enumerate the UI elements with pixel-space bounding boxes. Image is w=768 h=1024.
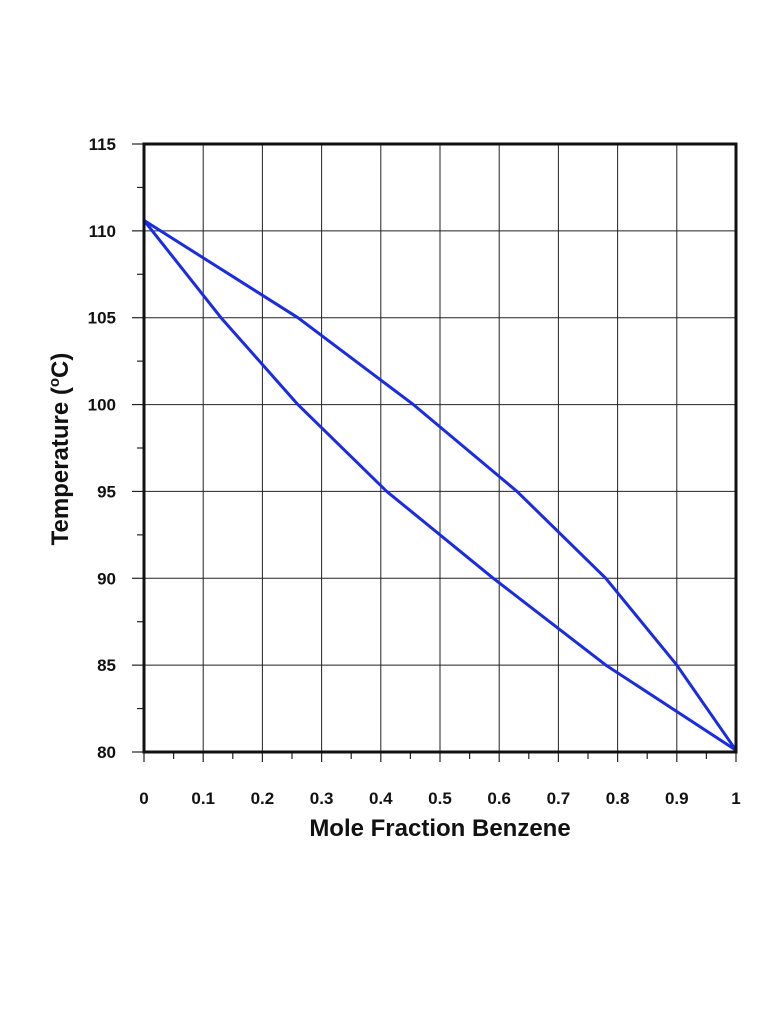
x-tick-label: 0.5 bbox=[428, 789, 452, 808]
y-axis-title: Temperature (oC) bbox=[46, 353, 74, 546]
x-tick-label: 0.7 bbox=[547, 789, 571, 808]
vapor-curve bbox=[142, 218, 738, 752]
x-tick-label: 0.9 bbox=[665, 789, 689, 808]
plot-frame bbox=[142, 142, 738, 754]
y-tick-label: 85 bbox=[97, 656, 116, 675]
y-axis-title-degree: o bbox=[46, 378, 63, 387]
grid bbox=[144, 144, 736, 752]
y-axis-title-unit: C) bbox=[47, 353, 74, 378]
y-tick-label: 100 bbox=[88, 396, 116, 415]
y-tick-label: 95 bbox=[97, 482, 116, 501]
minor-ticks bbox=[132, 143, 737, 762]
x-tick-label: 0.2 bbox=[251, 789, 275, 808]
y-tick-label: 115 bbox=[89, 135, 116, 154]
x-tick-label: 0.4 bbox=[369, 789, 393, 808]
x-tick-label: 0 bbox=[139, 789, 148, 808]
x-tick-label: 1 bbox=[731, 789, 740, 808]
x-tick-label: 0.8 bbox=[606, 789, 630, 808]
x-tick-label: 0.3 bbox=[310, 789, 334, 808]
series-layer bbox=[142, 218, 738, 752]
y-tick-label: 80 bbox=[97, 743, 116, 762]
y-tick-label: 110 bbox=[89, 222, 116, 241]
y-tick-label: 90 bbox=[97, 569, 116, 588]
y-axis-title-main: Temperature ( bbox=[47, 387, 74, 545]
y-tick-labels: 80 85 90 95 100 105 110 115 bbox=[88, 135, 116, 762]
x-tick-label: 0.1 bbox=[191, 789, 215, 808]
y-tick-label: 105 bbox=[88, 309, 116, 328]
x-tick-labels: 0 0.1 0.2 0.3 0.4 0.5 0.6 0.7 0.8 0.9 1 bbox=[139, 789, 740, 808]
x-tick-label: 0.6 bbox=[487, 789, 511, 808]
liquidus-curve bbox=[142, 218, 738, 752]
x-axis-title: Mole Fraction Benzene bbox=[309, 815, 570, 842]
